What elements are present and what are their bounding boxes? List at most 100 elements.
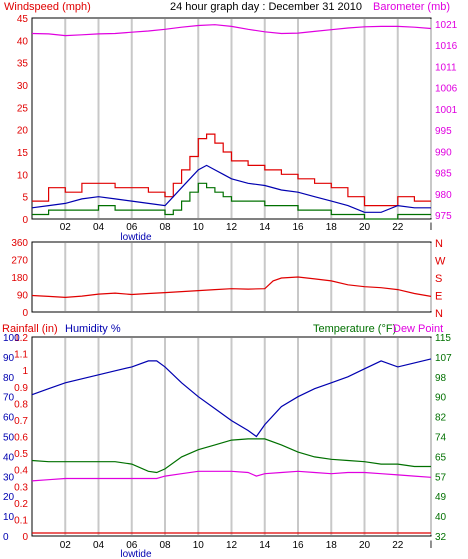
barometer-tick-label: 1011 [435,62,457,73]
humidity-tick-label: 40 [3,452,15,463]
rainfall-tick-label: 0 [22,532,28,543]
rainfall-tick-label: 0.2 [14,499,28,510]
direction-tick-label: 180 [11,273,28,284]
rainfall-tick-label: 0.7 [14,416,28,427]
humidity-tick-label: 80 [3,373,15,384]
temperature-tick-label: 98 [435,373,447,384]
barometer-tick-label: 1001 [435,105,458,116]
windspeed-tick-label: 15 [17,148,29,159]
windspeed-tick-label: 40 [17,36,29,47]
humidity-time-tick-label: 02 [60,540,72,551]
humidity-grid [64,338,432,535]
humidity-time-tick-label: 04 [93,540,105,551]
wind-time-tick-label: 04 [93,222,105,233]
direction-tick-label: 90 [17,291,29,302]
windspeed-tick-label: 25 [17,103,29,114]
temperature-tick-label: 82 [435,413,447,424]
wind-grid [64,19,432,218]
windspeed-title: Windspeed (mph) [4,1,91,13]
wind-time-tick-label: 18 [326,222,338,233]
rainfall-tick-label: 1.2 [14,333,28,344]
temperature-tick-label: 65 [435,452,447,463]
wind-time-tick-label: 16 [292,222,304,233]
wind-time-tick-label: 02 [60,222,72,233]
barometer-tick-label: 990 [435,147,452,158]
windspeed-tick-label: 30 [17,81,29,92]
humidity-tick-label: 60 [3,413,15,424]
wind-time-tick-label: 20 [359,222,371,233]
humidity-time-tick-label: 08 [159,540,171,551]
compass-label: N [435,238,443,250]
wind-time-tick-label: 10 [193,222,205,233]
windspeed-tick-label: 20 [17,126,29,137]
wind-gust-series [32,133,431,207]
barometer-tick-label: 995 [435,126,452,137]
humidity-time-tick-label: 06 [126,540,138,551]
rainfall-title: Rainfall (in) [2,323,58,335]
barometer-axis: 975 980 985 990 995 1001 1006 1011 1016 1021 [435,20,458,222]
temperature-tick-label: 57 [435,472,447,483]
compass-label: S [435,273,442,285]
wind-min-series [32,182,431,220]
rainfall-tick-label: 0.6 [14,433,28,444]
humidity-tick-label: 50 [3,433,15,444]
temperature-tick-label: 49 [435,492,447,503]
barometer-tick-label: 975 [435,211,452,222]
windspeed-tick-label: 5 [22,193,28,204]
humidity-time-tick-label: 16 [292,540,304,551]
direction-grid [64,243,432,311]
barometer-tick-label: 985 [435,169,452,180]
barometer-title: Barometer (mb) [373,1,450,13]
wind-time-tick-label: 08 [159,222,171,233]
barometer-tick-label: 980 [435,190,452,201]
humidity-temperature-panel: 0 0.1 0.2 0.3 0.4 0.5 0.6 0.7 0.8 0.9 1 1.1 1.2 0 10 2… [3,333,452,559]
temperature-axis: 32 40 49 57 65 74 82 90 98 107 115 [435,333,452,543]
humidity-series [31,358,432,438]
windspeed-axis: 0 5 10 15 20 25 30 35 40 45 [17,14,29,226]
direction-tick-label: 360 [11,238,28,249]
wind-average-series [31,164,431,213]
humidity-time-tick-label: 20 [359,540,371,551]
rainfall-tick-label: 0.5 [14,449,28,460]
humidity-title: Humidity % [65,323,121,335]
direction-degree-axis: 0 90 180 270 360 [11,238,28,319]
humidity-time-tick-label: l [430,540,432,551]
humidity-tick-label: 20 [3,492,15,503]
humidity-tick-label: 70 [3,393,15,404]
windspeed-tick-label: 35 [17,59,29,70]
direction-tick-label: 270 [11,256,28,267]
rainfall-tick-label: 0.4 [14,466,28,477]
barometer-tick-label: 1021 [435,20,458,31]
wind-time-tick-label: 14 [259,222,271,233]
compass-label: W [435,256,446,268]
wind-time-tick-label: l [430,222,432,233]
compass-label: E [435,291,442,303]
rainfall-tick-label: 1 [22,366,28,377]
humidity-time-tick-label: 18 [326,540,338,551]
temperature-tick-label: 40 [435,512,447,523]
temperature-tick-label: 32 [435,532,447,543]
humidity-time-tick-label: 22 [392,540,404,551]
rainfall-tick-label: 1.1 [14,350,28,361]
graph-title: 24 hour graph day : December 31 2010 [170,1,362,13]
windspeed-tick-label: 0 [22,215,28,226]
wind-direction-series [31,276,432,299]
rainfall-tick-label: 0.3 [14,482,28,493]
direction-tick-label: 0 [22,308,28,319]
windspeed-tick-label: 10 [17,170,29,181]
wind-lowtide-label: lowtide [120,232,152,243]
wind-series [31,24,432,220]
barometer-series [31,24,432,37]
temperature-series [31,438,431,474]
windspeed-tick-label: 45 [17,14,29,25]
temperature-tick-label: 115 [435,333,451,344]
humidity-axis: 0 10 20 30 40 50 60 70 80 90 100 [3,333,20,543]
rainfall-tick-label: 0.8 [14,399,28,410]
temperature-tick-label: 74 [435,433,447,444]
humidity-time-tick-label: 10 [193,540,205,551]
dewpoint-title: Dew Point [393,323,443,335]
wind-time-axis: 02 04 06 08 10 12 14 16 18 20 22 l [60,222,432,233]
